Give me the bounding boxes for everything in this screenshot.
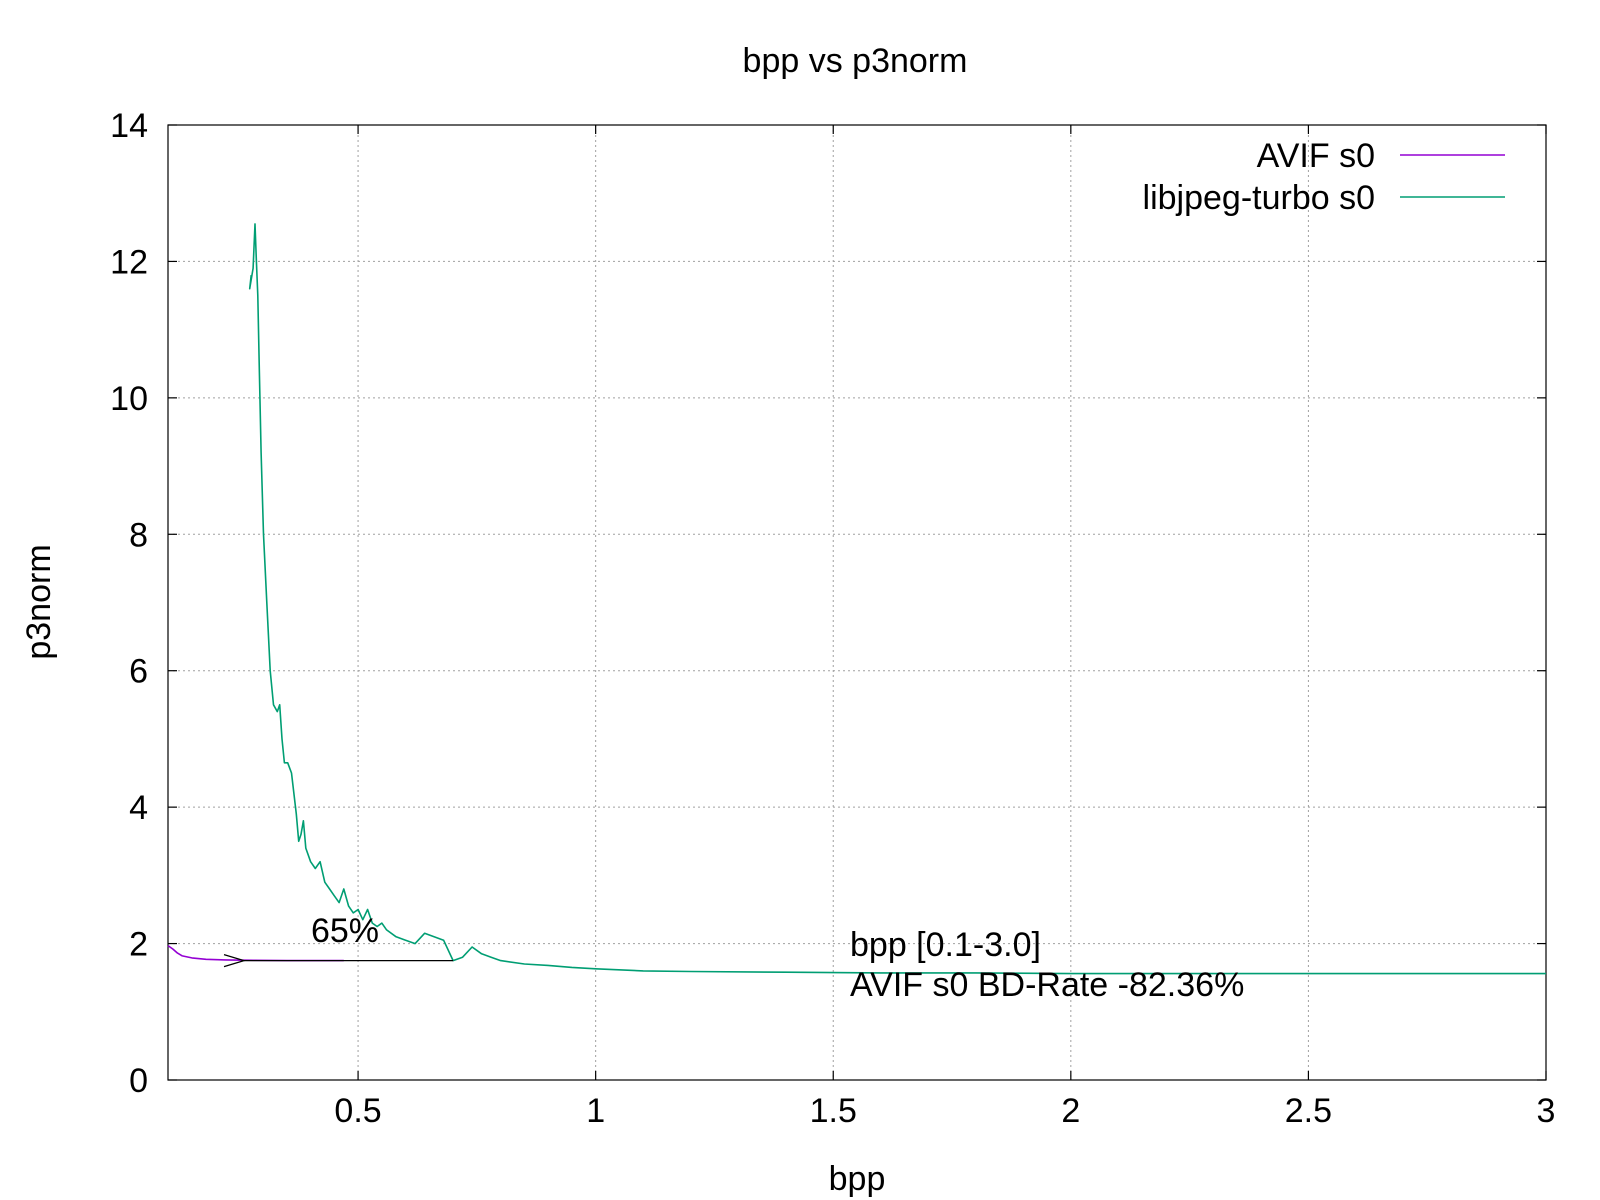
y-axis-label: p3norm — [20, 544, 58, 659]
chart-title: bpp vs p3norm — [743, 42, 968, 80]
legend: AVIF s0 libjpeg-turbo s0 — [1143, 137, 1505, 217]
y-tick-label: 2 — [129, 926, 148, 964]
x-tick-label: 1 — [586, 1092, 605, 1130]
annotations: 65% bpp [0.1-3.0]AVIF s0 BD-Rate -82.36% — [244, 912, 1244, 1004]
x-tick-label: 2.5 — [1285, 1092, 1332, 1130]
y-tick-label: 0 — [129, 1062, 148, 1100]
x-tick-label: 2 — [1061, 1092, 1080, 1130]
savings-percent-label: 65% — [311, 912, 379, 950]
x-tick-label: 1.5 — [810, 1092, 857, 1130]
bd-rate-value-label: AVIF s0 BD-Rate -82.36% — [850, 966, 1244, 1004]
y-tick-label: 10 — [110, 380, 148, 418]
y-tick-label: 8 — [129, 516, 148, 554]
y-tick-label: 6 — [129, 653, 148, 691]
x-axis-label: bpp — [829, 1160, 886, 1198]
legend-label: AVIF s0 — [1257, 137, 1375, 175]
series-lines — [167, 223, 1546, 975]
axis-ticks: 0.5 1 1.5 2 2.5 3 0 2 4 6 8 10 12 14 — [110, 107, 1555, 1130]
bd-rate-range-label: bpp [0.1-3.0] — [850, 926, 1041, 964]
y-tick-label: 12 — [110, 243, 148, 281]
legend-label: libjpeg-turbo s0 — [1143, 179, 1375, 217]
y-tick-label: 14 — [110, 107, 148, 145]
plot-frame — [167, 124, 1547, 1081]
x-tick-label: 0.5 — [334, 1092, 381, 1130]
series-line-libjpeg-turbo-s0 — [248, 223, 1546, 975]
y-tick-label: 4 — [129, 789, 148, 827]
x-tick-label: 3 — [1537, 1092, 1556, 1130]
